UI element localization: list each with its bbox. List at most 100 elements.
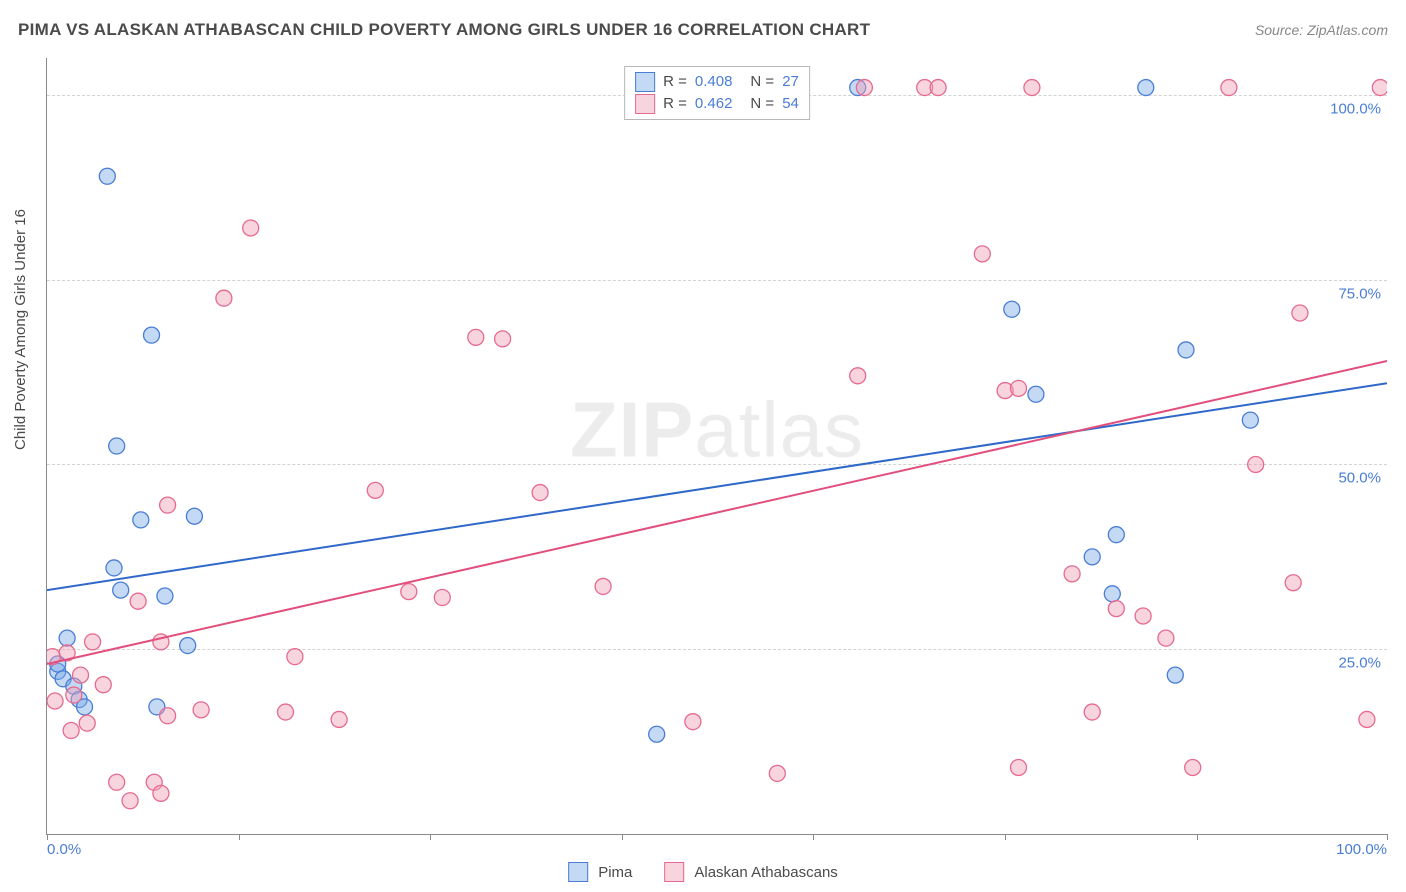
- scatter-point: [331, 711, 347, 727]
- x-tick: [430, 834, 431, 840]
- scatter-point: [287, 649, 303, 665]
- scatter-point: [595, 578, 611, 594]
- y-axis-label: Child Poverty Among Girls Under 16: [12, 209, 29, 450]
- pima-swatch: [635, 72, 655, 92]
- source-attribution: Source: ZipAtlas.com: [1255, 22, 1388, 38]
- scatter-point: [532, 485, 548, 501]
- scatter-point: [99, 168, 115, 184]
- scatter-point: [401, 584, 417, 600]
- pima-label: Pima: [598, 864, 632, 881]
- athabascan-swatch: [635, 94, 655, 114]
- pima-swatch-bottom: [568, 862, 588, 882]
- scatter-point: [193, 702, 209, 718]
- scatter-point: [1135, 608, 1151, 624]
- scatter-point: [1167, 667, 1183, 683]
- scatter-point: [1084, 549, 1100, 565]
- scatter-point: [1178, 342, 1194, 358]
- n-label: N =: [750, 71, 774, 93]
- scatter-point: [1104, 586, 1120, 602]
- scatter-point: [974, 246, 990, 262]
- scatter-point: [1359, 711, 1375, 727]
- scatter-point: [1292, 305, 1308, 321]
- scatter-point: [1011, 759, 1027, 775]
- correlation-row-athabascan: R = 0.462 N = 54: [635, 93, 799, 115]
- scatter-point: [1064, 566, 1080, 582]
- correlation-legend: R = 0.408 N = 27 R = 0.462 N = 54: [624, 66, 810, 120]
- athabascan-r-value: 0.462: [695, 93, 733, 115]
- scatter-point: [1285, 575, 1301, 591]
- scatter-point: [66, 687, 82, 703]
- scatter-point: [649, 726, 665, 742]
- scatter-point: [930, 80, 946, 96]
- scatter-point: [1011, 380, 1027, 396]
- scatter-point: [133, 512, 149, 528]
- x-tick: [1005, 834, 1006, 840]
- scatter-point: [850, 368, 866, 384]
- chart-title: PIMA VS ALASKAN ATHABASCAN CHILD POVERTY…: [18, 20, 870, 40]
- scatter-point: [367, 482, 383, 498]
- correlation-row-pima: R = 0.408 N = 27: [635, 71, 799, 93]
- scatter-point: [63, 723, 79, 739]
- scatter-point: [1108, 601, 1124, 617]
- scatter-point: [47, 693, 63, 709]
- scatter-point: [130, 593, 146, 609]
- scatter-point: [434, 590, 450, 606]
- series-legend: Pima Alaskan Athabascans: [568, 862, 838, 882]
- scatter-point: [1221, 80, 1237, 96]
- x-tick: [813, 834, 814, 840]
- scatter-point: [243, 220, 259, 236]
- scatter-point: [109, 774, 125, 790]
- x-tick: [47, 834, 48, 840]
- scatter-point: [157, 588, 173, 604]
- pima-r-value: 0.408: [695, 71, 733, 93]
- scatter-point: [122, 793, 138, 809]
- scatter-point: [1024, 80, 1040, 96]
- scatter-point: [856, 80, 872, 96]
- x-tick-label: 100.0%: [1336, 841, 1387, 858]
- scatter-point: [59, 630, 75, 646]
- athabascan-n-value: 54: [782, 93, 799, 115]
- scatter-point: [1138, 80, 1154, 96]
- scatter-point: [113, 582, 129, 598]
- r-label: R =: [663, 93, 687, 115]
- scatter-point: [106, 560, 122, 576]
- scatter-point: [1004, 301, 1020, 317]
- x-tick: [1387, 834, 1388, 840]
- trend-line: [47, 383, 1387, 590]
- scatter-point: [186, 508, 202, 524]
- scatter-svg: [47, 58, 1387, 834]
- x-tick: [622, 834, 623, 840]
- x-tick: [239, 834, 240, 840]
- x-tick: [1197, 834, 1198, 840]
- scatter-point: [1185, 759, 1201, 775]
- scatter-point: [769, 765, 785, 781]
- scatter-point: [1372, 80, 1387, 96]
- scatter-point: [73, 667, 89, 683]
- scatter-point: [153, 785, 169, 801]
- scatter-point: [495, 331, 511, 347]
- scatter-point: [95, 677, 111, 693]
- scatter-point: [1158, 630, 1174, 646]
- scatter-point: [109, 438, 125, 454]
- plot-area: ZIPatlas R = 0.408 N = 27 R = 0.462 N = …: [46, 58, 1387, 835]
- scatter-point: [79, 715, 95, 731]
- scatter-point: [685, 714, 701, 730]
- scatter-point: [278, 704, 294, 720]
- scatter-point: [180, 638, 196, 654]
- scatter-point: [144, 327, 160, 343]
- scatter-point: [468, 329, 484, 345]
- scatter-point: [1248, 456, 1264, 472]
- n-label: N =: [750, 93, 774, 115]
- scatter-point: [1028, 386, 1044, 402]
- x-tick-label: 0.0%: [47, 841, 81, 858]
- scatter-point: [160, 708, 176, 724]
- pima-n-value: 27: [782, 71, 799, 93]
- r-label: R =: [663, 71, 687, 93]
- scatter-point: [160, 497, 176, 513]
- athabascan-swatch-bottom: [664, 862, 684, 882]
- scatter-point: [216, 290, 232, 306]
- scatter-point: [85, 634, 101, 650]
- athabascan-label: Alaskan Athabascans: [694, 864, 837, 881]
- scatter-point: [1084, 704, 1100, 720]
- scatter-point: [1242, 412, 1258, 428]
